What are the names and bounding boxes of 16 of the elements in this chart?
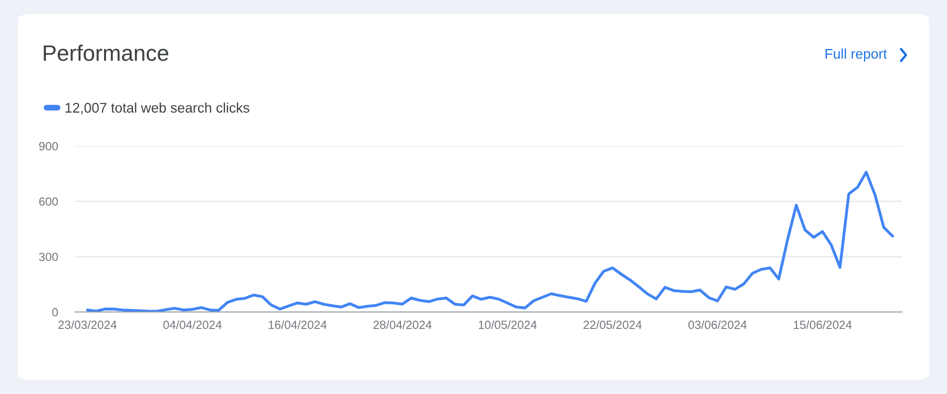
y-tick-label: 300 [39, 252, 58, 262]
y-tick-label: 600 [39, 197, 58, 206]
text: Full report [826, 48, 887, 62]
x-tick-label: 10/05/2024 [478, 320, 537, 330]
legend-label: 12,007 total web search clicks [66, 102, 250, 114]
y-tick-label: 900 [39, 142, 58, 150]
x-tick-label: 04/04/2024 [163, 320, 222, 330]
x-tick-label: 23/03/2024 [58, 320, 117, 330]
x-tick-label: 28/04/2024 [374, 320, 432, 330]
x-tick-label: 22/05/2024 [584, 320, 642, 330]
line-series [86, 170, 894, 312]
x-tick-label: 03/06/2024 [688, 320, 747, 330]
x-tick-label: 15/06/2024 [794, 320, 852, 330]
y-tick-label: 0 [52, 308, 58, 316]
chart-title: Performance [44, 44, 168, 61]
x-tick-label: 16/04/2024 [268, 320, 327, 330]
